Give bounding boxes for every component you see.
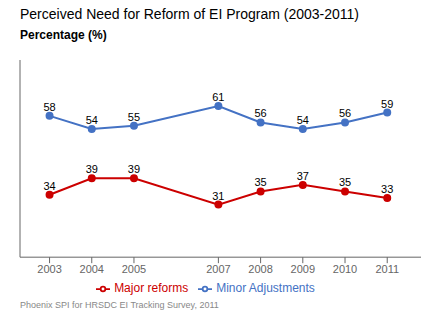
html-text:Major reforms: Major reforms <box>114 281 189 296</box>
html-text:Phoenix SPI for HRSDC EI Track: Phoenix SPI for HRSDC EI Tracking Survey… <box>20 300 219 310</box>
svg-text:58: 58 <box>43 101 55 113</box>
svg-text:2004: 2004 <box>80 263 104 275</box>
svg-text:33: 33 <box>381 183 393 195</box>
html-text:Minor Adjustments: Minor Adjustments <box>216 281 315 296</box>
svg-text:2009: 2009 <box>291 263 315 275</box>
svg-text:39: 39 <box>128 163 140 175</box>
svg-text:59: 59 <box>381 98 393 110</box>
svg-text:37: 37 <box>297 170 309 182</box>
svg-text:2003: 2003 <box>37 263 61 275</box>
svg-text:2007: 2007 <box>206 263 230 275</box>
svg-text:35: 35 <box>339 176 351 188</box>
svg-text:2008: 2008 <box>248 263 272 275</box>
svg-text:56: 56 <box>254 107 266 119</box>
svg-text:54: 54 <box>297 114 309 126</box>
svg-text:2011: 2011 <box>375 263 399 275</box>
html-text:Percentage (%): Percentage (%) <box>20 28 107 42</box>
svg-text:61: 61 <box>212 91 224 103</box>
html-text:Perceived Need for Reform of E: Perceived Need for Reform of EI Program … <box>20 6 359 22</box>
svg-text:34: 34 <box>43 180 55 192</box>
svg-text:2005: 2005 <box>122 263 146 275</box>
svg-text:55: 55 <box>128 111 140 123</box>
svg-text:35: 35 <box>254 176 266 188</box>
svg-text:31: 31 <box>212 190 224 202</box>
svg-text:2010: 2010 <box>333 263 357 275</box>
svg-text:54: 54 <box>86 114 98 126</box>
svg-text:39: 39 <box>86 163 98 175</box>
svg-text:56: 56 <box>339 107 351 119</box>
